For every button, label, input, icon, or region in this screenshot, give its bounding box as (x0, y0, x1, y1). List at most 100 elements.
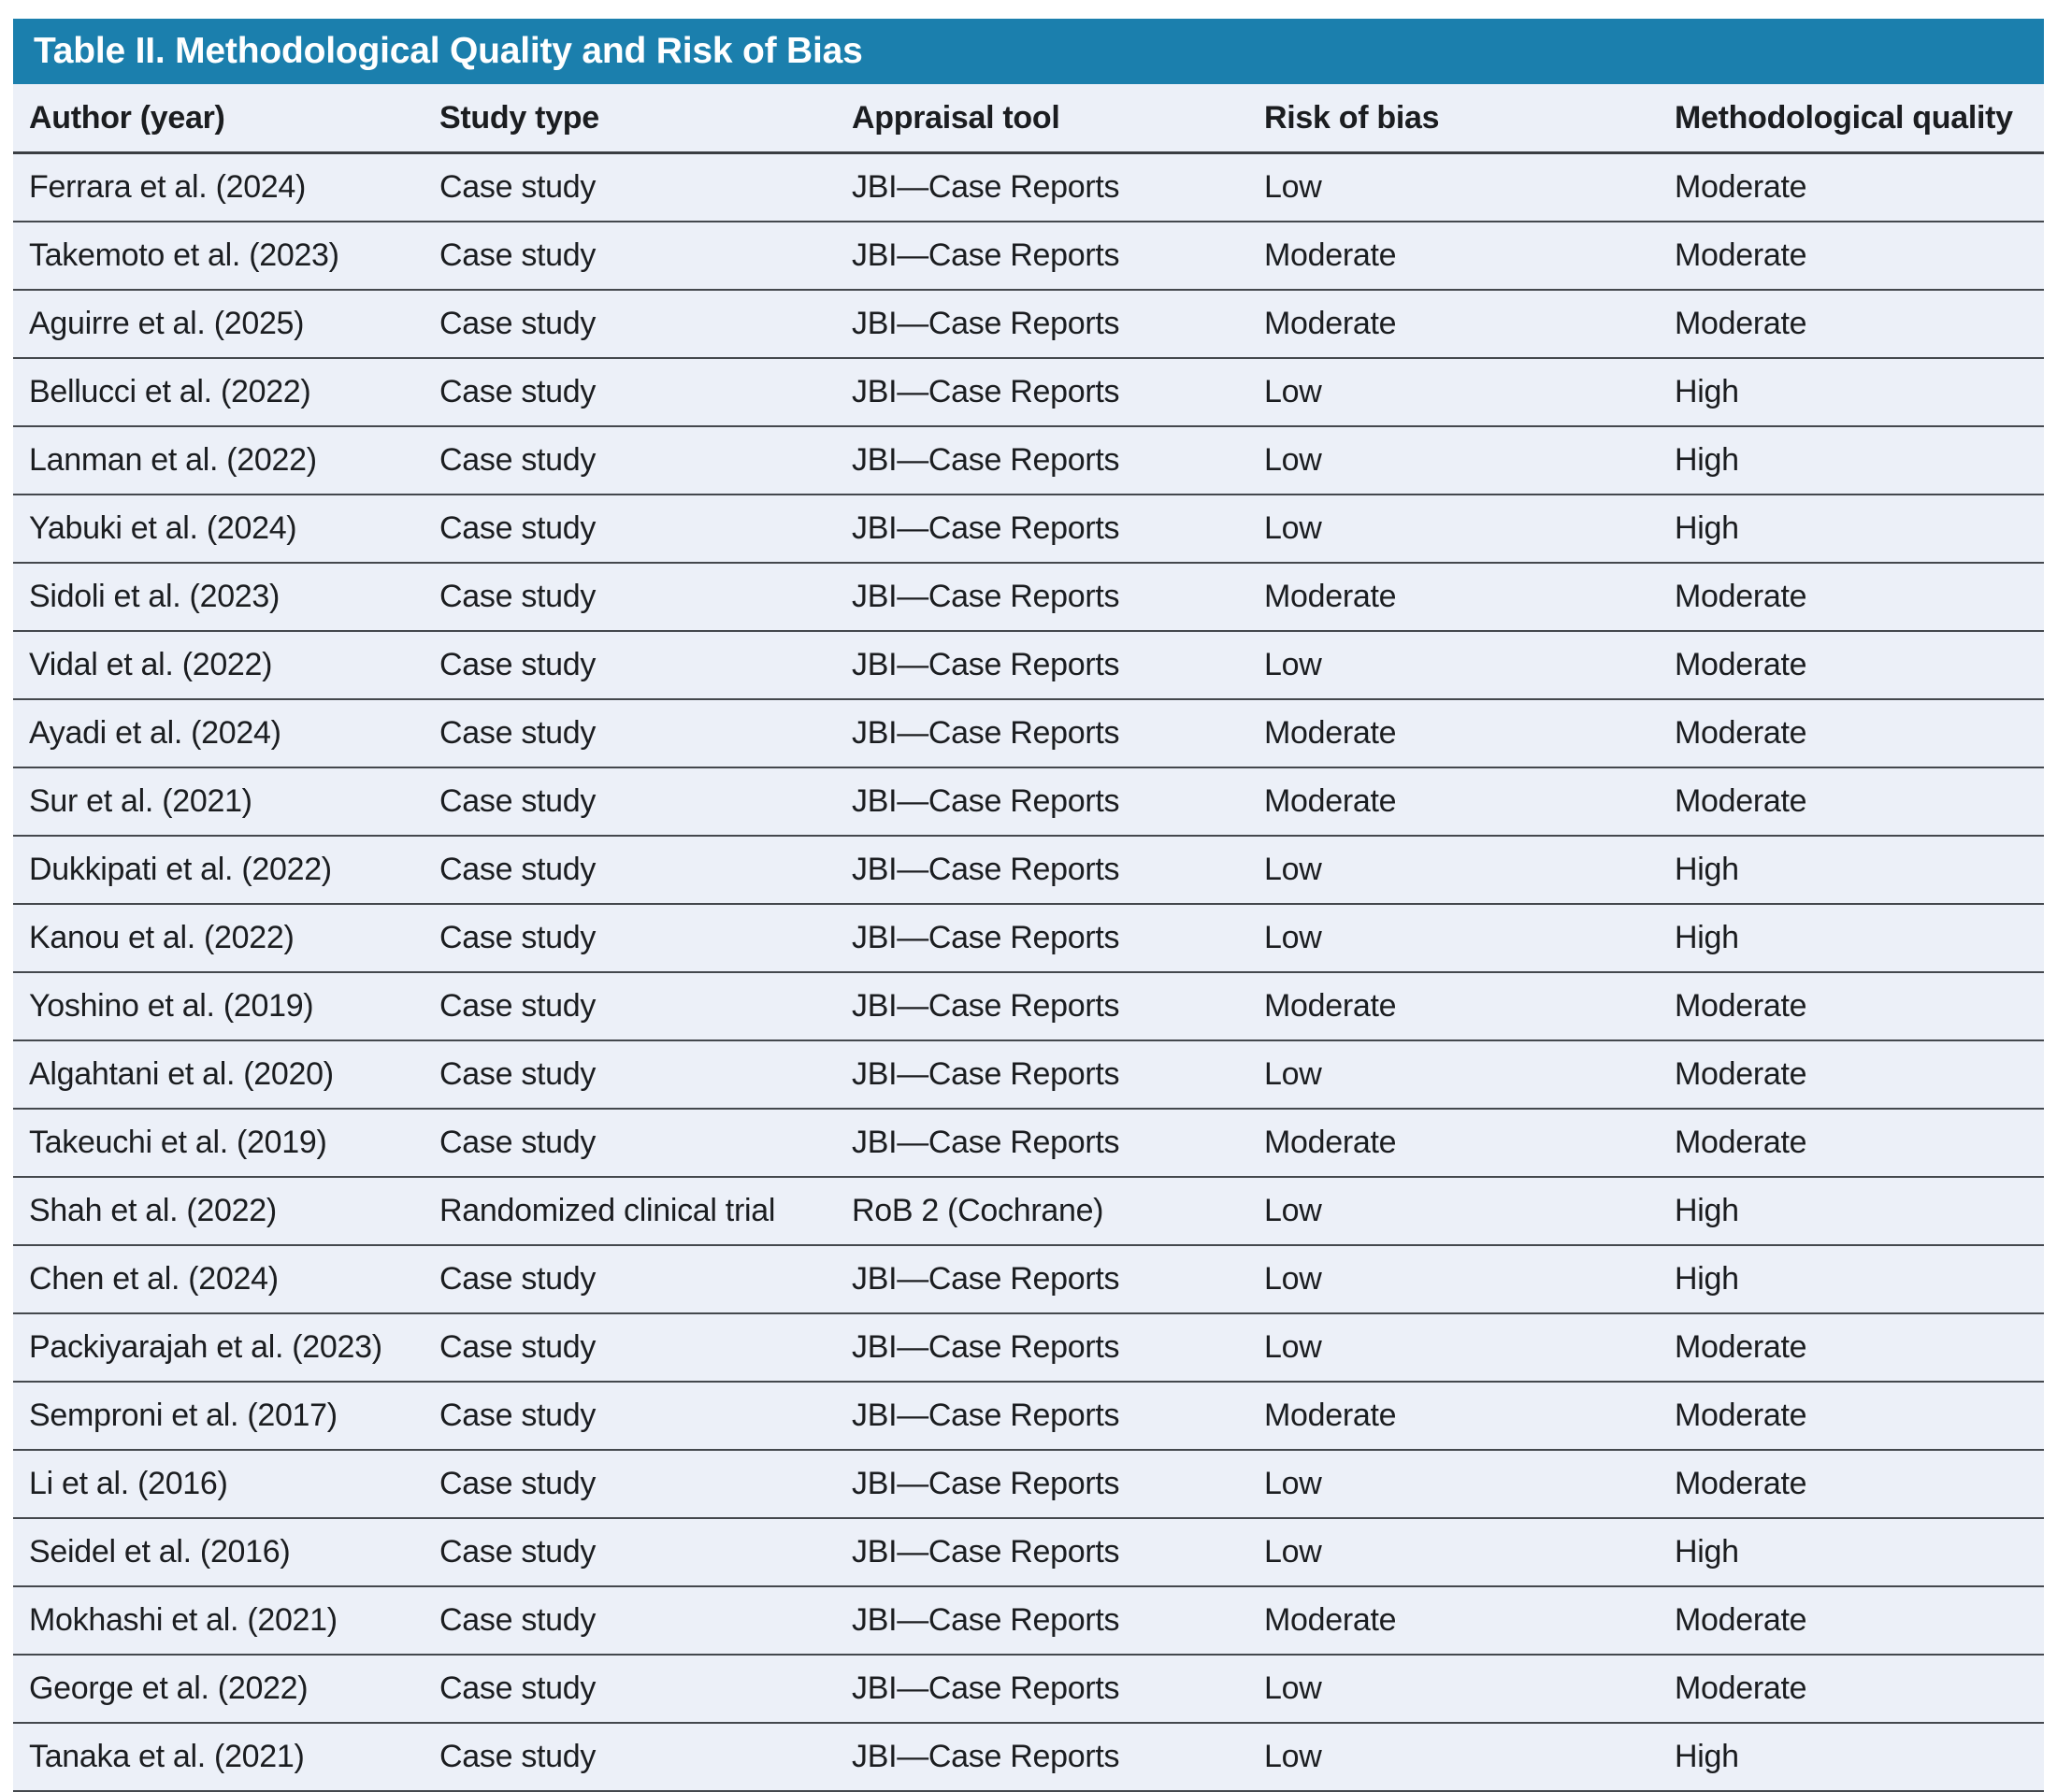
cell-study-type: Case study (424, 426, 836, 495)
cell-methodological-quality: Moderate (1659, 290, 2044, 359)
cell-appraisal-tool: JBI—Case Reports (836, 358, 1248, 427)
cell-methodological-quality: Moderate (1659, 1382, 2044, 1451)
cell-risk-of-bias: Low (1248, 631, 1659, 700)
cell-appraisal-tool: JBI—Case Reports (836, 222, 1248, 291)
cell-study-type: Case study (424, 1245, 836, 1314)
cell-appraisal-tool: JBI—Case Reports (836, 1382, 1248, 1451)
cell-author: Shah et al. (2022) (13, 1177, 424, 1246)
cell-appraisal-tool: JBI—Case Reports (836, 1586, 1248, 1656)
cell-methodological-quality: Moderate (1659, 1586, 2044, 1656)
cell-appraisal-tool: JBI—Case Reports (836, 563, 1248, 632)
cell-appraisal-tool: JBI—Case Reports (836, 972, 1248, 1041)
cell-study-type: Case study (424, 1040, 836, 1110)
cell-methodological-quality: Moderate (1659, 972, 2044, 1041)
cell-risk-of-bias: Low (1248, 1450, 1659, 1519)
cell-risk-of-bias: Moderate (1248, 699, 1659, 768)
cell-methodological-quality: Moderate (1659, 699, 2044, 768)
cell-risk-of-bias: Moderate (1248, 1382, 1659, 1451)
cell-author: Packiyarajah et al. (2023) (13, 1313, 424, 1383)
cell-appraisal-tool: JBI—Case Reports (836, 1040, 1248, 1110)
table-row: Takemoto et al. (2023) Case study JBI—Case… (13, 222, 2044, 291)
cell-author: Li et al. (2016) (13, 1450, 424, 1519)
table-row: Seidel et al. (2016) Case study JBI—Case R… (13, 1518, 2044, 1587)
cell-author: Vidal et al. (2022) (13, 631, 424, 700)
cell-methodological-quality: High (1659, 358, 2044, 427)
cell-methodological-quality: Moderate (1659, 1655, 2044, 1724)
cell-author: Algahtani et al. (2020) (13, 1040, 424, 1110)
cell-risk-of-bias: Moderate (1248, 290, 1659, 359)
table-row: Sur et al. (2021) Case study JBI—Case Repo… (13, 767, 2044, 837)
cell-risk-of-bias: Moderate (1248, 1586, 1659, 1656)
cell-risk-of-bias: Low (1248, 152, 1659, 222)
table-row: George et al. (2022) Case study JBI—Case R… (13, 1655, 2044, 1724)
table-row: Sidoli et al. (2023) Case study JBI—Case R… (13, 563, 2044, 632)
column-header-risk-of-bias: Risk of bias (1248, 84, 1659, 154)
table-row: Kanou et al. (2022) Case study JBI—Case Re… (13, 904, 2044, 973)
cell-methodological-quality: High (1659, 1245, 2044, 1314)
cell-author: Tanaka et al. (2021) (13, 1723, 424, 1792)
table-row: Yoshino et al. (2019) Case study JBI—Case … (13, 972, 2044, 1041)
cell-appraisal-tool: JBI—Case Reports (836, 495, 1248, 564)
column-header-author: Author (year) (13, 84, 424, 154)
table-row: Vidal et al. (2022) Case study JBI—Case Re… (13, 631, 2044, 700)
cell-appraisal-tool: JBI—Case Reports (836, 1313, 1248, 1383)
cell-author: Ayadi et al. (2024) (13, 699, 424, 768)
cell-appraisal-tool: JBI—Case Reports (836, 904, 1248, 973)
cell-appraisal-tool: JBI—Case Reports (836, 1655, 1248, 1724)
cell-methodological-quality: High (1659, 1177, 2044, 1246)
cell-study-type: Case study (424, 1655, 836, 1724)
cell-author: Bellucci et al. (2022) (13, 358, 424, 427)
cell-appraisal-tool: JBI—Case Reports (836, 699, 1248, 768)
cell-author: Sidoli et al. (2023) (13, 563, 424, 632)
cell-methodological-quality: High (1659, 904, 2044, 973)
table-row: Dukkipati et al. (2022) Case study JBI—Cas… (13, 836, 2044, 905)
cell-appraisal-tool: JBI—Case Reports (836, 631, 1248, 700)
cell-author: Yoshino et al. (2019) (13, 972, 424, 1041)
cell-author: Ferrara et al. (2024) (13, 152, 424, 222)
cell-appraisal-tool: JBI—Case Reports (836, 1450, 1248, 1519)
cell-methodological-quality: High (1659, 1518, 2044, 1587)
cell-study-type: Case study (424, 1518, 836, 1587)
table-title: Table II. Methodological Quality and Ris… (34, 31, 863, 71)
table-row: Chen et al. (2024) Case study JBI—Case Rep… (13, 1245, 2044, 1314)
column-header-methodological-quality: Methodological quality (1659, 84, 2044, 154)
cell-study-type: Case study (424, 1586, 836, 1656)
cell-study-type: Case study (424, 631, 836, 700)
cell-study-type: Case study (424, 290, 836, 359)
cell-methodological-quality: High (1659, 495, 2044, 564)
cell-study-type: Case study (424, 1723, 836, 1792)
cell-risk-of-bias: Low (1248, 1177, 1659, 1246)
cell-methodological-quality: Moderate (1659, 1109, 2044, 1178)
cell-study-type: Case study (424, 1450, 836, 1519)
cell-risk-of-bias: Low (1248, 1655, 1659, 1724)
table-row: Lanman et al. (2022) Case study JBI—Case R… (13, 426, 2044, 495)
cell-risk-of-bias: Low (1248, 1313, 1659, 1383)
cell-risk-of-bias: Low (1248, 1518, 1659, 1587)
cell-methodological-quality: Moderate (1659, 1450, 2044, 1519)
cell-author: Yabuki et al. (2024) (13, 495, 424, 564)
table-row: Yabuki et al. (2024) Case study JBI—Case R… (13, 495, 2044, 564)
cell-methodological-quality: Moderate (1659, 152, 2044, 222)
cell-author: Chen et al. (2024) (13, 1245, 424, 1314)
table-row: Li et al. (2016) Case study JBI—Case Repor… (13, 1450, 2044, 1519)
column-header-appraisal-tool: Appraisal tool (836, 84, 1248, 154)
cell-methodological-quality: Moderate (1659, 222, 2044, 291)
cell-risk-of-bias: Low (1248, 904, 1659, 973)
cell-study-type: Case study (424, 152, 836, 222)
table-row: Ferrara et al. (2024) Case study JBI—Case … (13, 152, 2044, 222)
cell-study-type: Case study (424, 1109, 836, 1178)
cell-author: Takemoto et al. (2023) (13, 222, 424, 291)
cell-methodological-quality: Moderate (1659, 631, 2044, 700)
cell-study-type: Case study (424, 222, 836, 291)
table-header: Author (year) Study type Appraisal tool … (13, 84, 2044, 154)
table-row: Ayadi et al. (2024) Case study JBI—Case Re… (13, 699, 2044, 768)
cell-study-type: Case study (424, 563, 836, 632)
cell-methodological-quality: High (1659, 426, 2044, 495)
cell-author: Dukkipati et al. (2022) (13, 836, 424, 905)
table-row: Packiyarajah et al. (2023) Case study JBI—… (13, 1313, 2044, 1383)
cell-appraisal-tool: JBI—Case Reports (836, 767, 1248, 837)
cell-appraisal-tool: JBI—Case Reports (836, 1109, 1248, 1178)
cell-methodological-quality: Moderate (1659, 1040, 2044, 1110)
cell-appraisal-tool: JBI—Case Reports (836, 1723, 1248, 1792)
